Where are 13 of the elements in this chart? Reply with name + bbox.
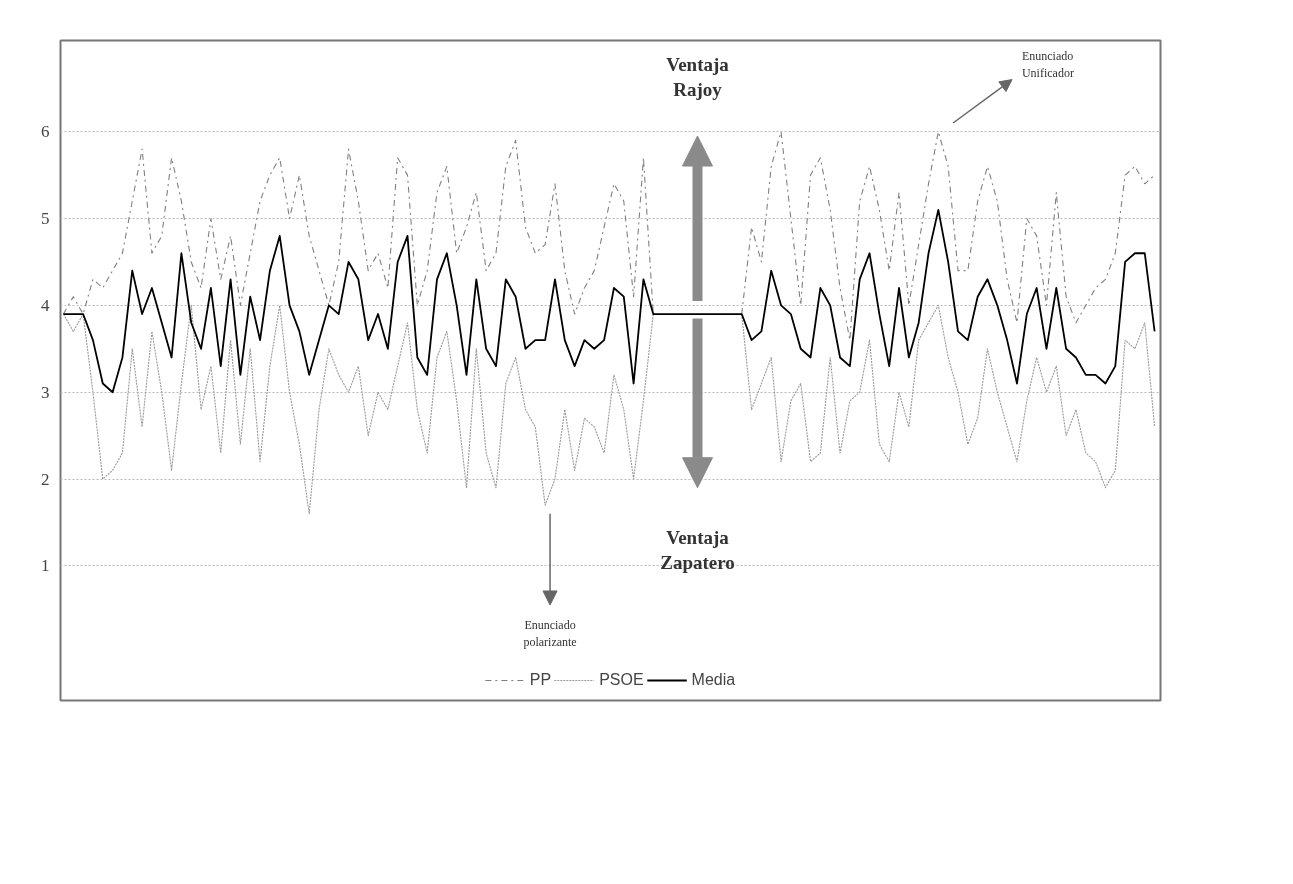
legend-label: PSOE (599, 671, 644, 689)
annotation: Ventaja Zapatero (660, 526, 735, 574)
annotation: Enunciado Unificador (1021, 48, 1074, 80)
y-tick-label: 5 (41, 209, 50, 229)
y-tick-label: 4 (41, 295, 50, 315)
legend-label: PP (529, 671, 552, 689)
y-tick-label: 1 (41, 556, 50, 576)
y-tick-label: 3 (41, 382, 50, 402)
y-tick-label: 6 (41, 122, 50, 142)
annotation: Ventaja Rajoy (666, 53, 730, 100)
legend-label: Media (691, 671, 736, 689)
annotation: Enunciado polarizante (523, 618, 577, 649)
y-tick-label: 2 (41, 469, 50, 489)
